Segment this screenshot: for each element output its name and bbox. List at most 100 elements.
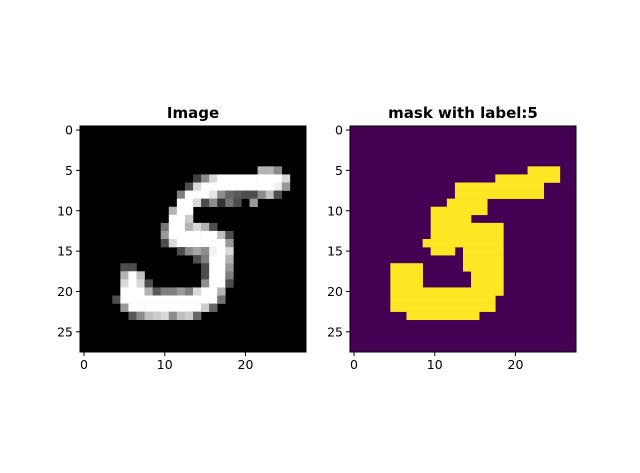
image-pixel — [209, 239, 218, 248]
image-pixel — [225, 271, 234, 280]
image-pixel — [209, 174, 218, 183]
mask-pixel-run — [430, 230, 504, 240]
y-tick-label: 25 — [327, 324, 343, 339]
image-pixel — [249, 190, 258, 199]
image-pixel — [193, 222, 202, 232]
image-pixel — [217, 239, 226, 248]
y-tick-label: 20 — [327, 284, 343, 299]
image-pixel — [160, 303, 170, 312]
mask-panel: mask with label:5 0 10 20 0 5 10 15 20 25 — [327, 104, 577, 372]
image-pixel — [225, 255, 234, 264]
image-pixel — [217, 247, 226, 256]
mask-pixel-run — [430, 247, 456, 256]
y-tick-label: 5 — [335, 163, 343, 178]
image-pixel — [184, 287, 194, 296]
image-pixel — [176, 311, 186, 321]
image-pixel — [144, 279, 153, 288]
image-pixel — [193, 230, 202, 240]
image-pixel — [136, 303, 145, 312]
mask-pixel-run — [390, 263, 423, 272]
image-pixel — [201, 182, 210, 191]
image-pixel — [201, 222, 210, 232]
image-pixel — [257, 166, 266, 175]
image-pixel — [184, 198, 194, 208]
image-pixel — [176, 190, 186, 199]
image-pixel — [136, 287, 145, 296]
image-pixel — [176, 214, 186, 224]
image-pixel — [168, 287, 178, 296]
image-pixel — [201, 263, 210, 272]
image-pixel — [273, 166, 283, 175]
x-tick-label: 10 — [157, 357, 173, 372]
image-pixel — [184, 214, 194, 224]
image-pixel — [201, 295, 210, 304]
image-pixel — [225, 263, 234, 272]
image-pixel — [128, 287, 137, 296]
image-pixel — [209, 222, 218, 232]
image-pixel — [184, 206, 194, 216]
image-pixel — [209, 182, 218, 191]
image-pixel — [120, 287, 129, 296]
image-pixel — [209, 287, 218, 296]
image-pixel — [225, 230, 234, 240]
image-pixels — [112, 166, 291, 321]
image-pixel — [265, 182, 275, 191]
image-pixel — [160, 311, 170, 321]
image-pixel — [217, 198, 226, 208]
y-tick-label: 15 — [57, 244, 73, 259]
image-pixel — [136, 279, 145, 288]
image-pixel — [241, 182, 250, 191]
image-pixel — [184, 295, 194, 304]
image-pixel — [193, 311, 202, 321]
image-pixel — [120, 263, 129, 272]
image-pixel — [168, 230, 178, 240]
x-tick-label: 0 — [80, 357, 88, 372]
image-pixel — [233, 174, 242, 183]
image-pixel — [225, 190, 234, 199]
image-pixel — [257, 182, 266, 191]
image-pixel — [144, 287, 153, 296]
image-pixel — [128, 295, 137, 304]
image-pixel — [209, 255, 218, 264]
image-pixel — [249, 198, 258, 208]
mask-pixel-run — [390, 279, 423, 288]
y-tick-label: 10 — [327, 203, 343, 218]
image-pixel — [257, 190, 266, 199]
image-pixel — [160, 222, 170, 232]
mask-pixels — [390, 166, 561, 321]
mask-pixel-run — [430, 222, 504, 232]
image-pixel — [257, 174, 266, 183]
mask-pixel-run — [390, 287, 504, 296]
image-pixel — [136, 295, 145, 304]
image-pixel — [193, 182, 202, 191]
image-pixel — [144, 303, 153, 312]
image-pixel — [176, 206, 186, 216]
y-tick-label: 20 — [57, 284, 73, 299]
image-pixel — [136, 271, 145, 280]
image-pixel — [176, 295, 186, 304]
image-pixel — [209, 247, 218, 256]
image-pixel — [201, 174, 210, 183]
image-pixel — [168, 295, 178, 304]
image-pixel — [160, 295, 170, 304]
image-pixel — [168, 311, 178, 321]
image-pixel — [160, 287, 170, 296]
image-pixel — [152, 311, 162, 321]
image-pixel — [160, 230, 170, 240]
image-pixel — [241, 190, 250, 199]
image-pixel — [201, 271, 210, 280]
image-pixel — [184, 182, 194, 191]
mask-pixel-run — [406, 311, 480, 321]
image-pixel — [233, 182, 242, 191]
image-pixel — [217, 287, 226, 296]
image-pixel — [273, 190, 283, 199]
mask-pixel-run — [495, 174, 561, 183]
image-pixel — [152, 287, 162, 296]
image-pixel — [120, 295, 129, 304]
image-pixel — [184, 190, 194, 199]
y-tick-label: 5 — [65, 163, 73, 178]
image-pixel — [225, 279, 234, 288]
x-tick-label: 20 — [238, 357, 254, 372]
image-pixel — [241, 174, 250, 183]
mask-pixel-run — [463, 255, 504, 264]
